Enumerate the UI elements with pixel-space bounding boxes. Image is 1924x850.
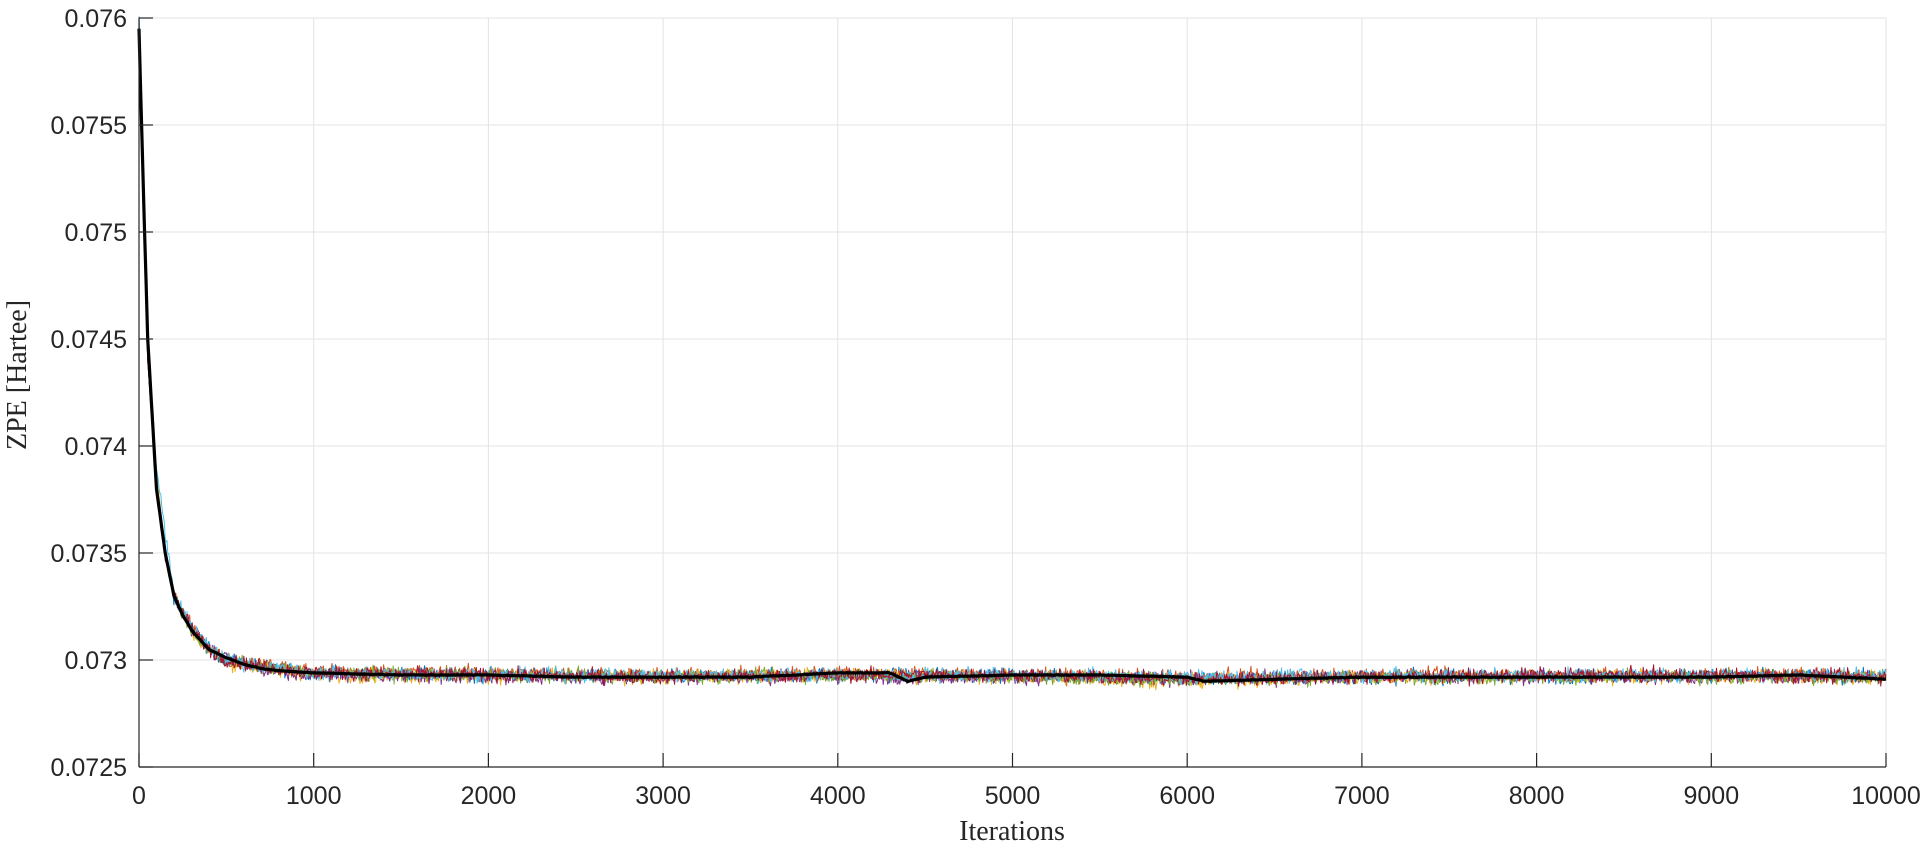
x-axis-title: Iterations [959, 816, 1065, 847]
x-tick-label: 2000 [461, 782, 517, 810]
y-tick-label: 0.075 [64, 219, 127, 247]
series-lines [137, 16, 1887, 691]
x-tick-label: 1000 [286, 782, 342, 810]
x-tick-label: 5000 [985, 782, 1041, 810]
grid [138, 17, 1887, 768]
x-tick-label: 10000 [1851, 782, 1921, 810]
y-tick-label: 0.0725 [51, 754, 127, 782]
y-tick-label: 0.0745 [51, 326, 127, 354]
y-tick-label: 0.0755 [51, 112, 127, 140]
y-tick-label: 0.0735 [51, 540, 127, 568]
y-tick-label: 0.073 [64, 647, 127, 675]
axes [138, 17, 1887, 768]
mean-series-line [137, 28, 1887, 684]
tick-labels: 0 1000 2000 3000 4000 5000 6000 7000 8000 9000 100… [51, 5, 1921, 810]
y-tick-label: 0.076 [64, 5, 127, 33]
y-axis-title: ZPE [Hartee] [2, 300, 33, 450]
x-tick-label: 7000 [1334, 782, 1390, 810]
x-tick-label: 4000 [810, 782, 866, 810]
x-tick-label: 9000 [1683, 782, 1739, 810]
x-tick-label: 3000 [635, 782, 691, 810]
y-tick-label: 0.074 [64, 433, 127, 461]
x-tick-label: 6000 [1159, 782, 1215, 810]
x-tick-label: 8000 [1509, 782, 1565, 810]
x-tick-label: 0 [132, 782, 146, 810]
